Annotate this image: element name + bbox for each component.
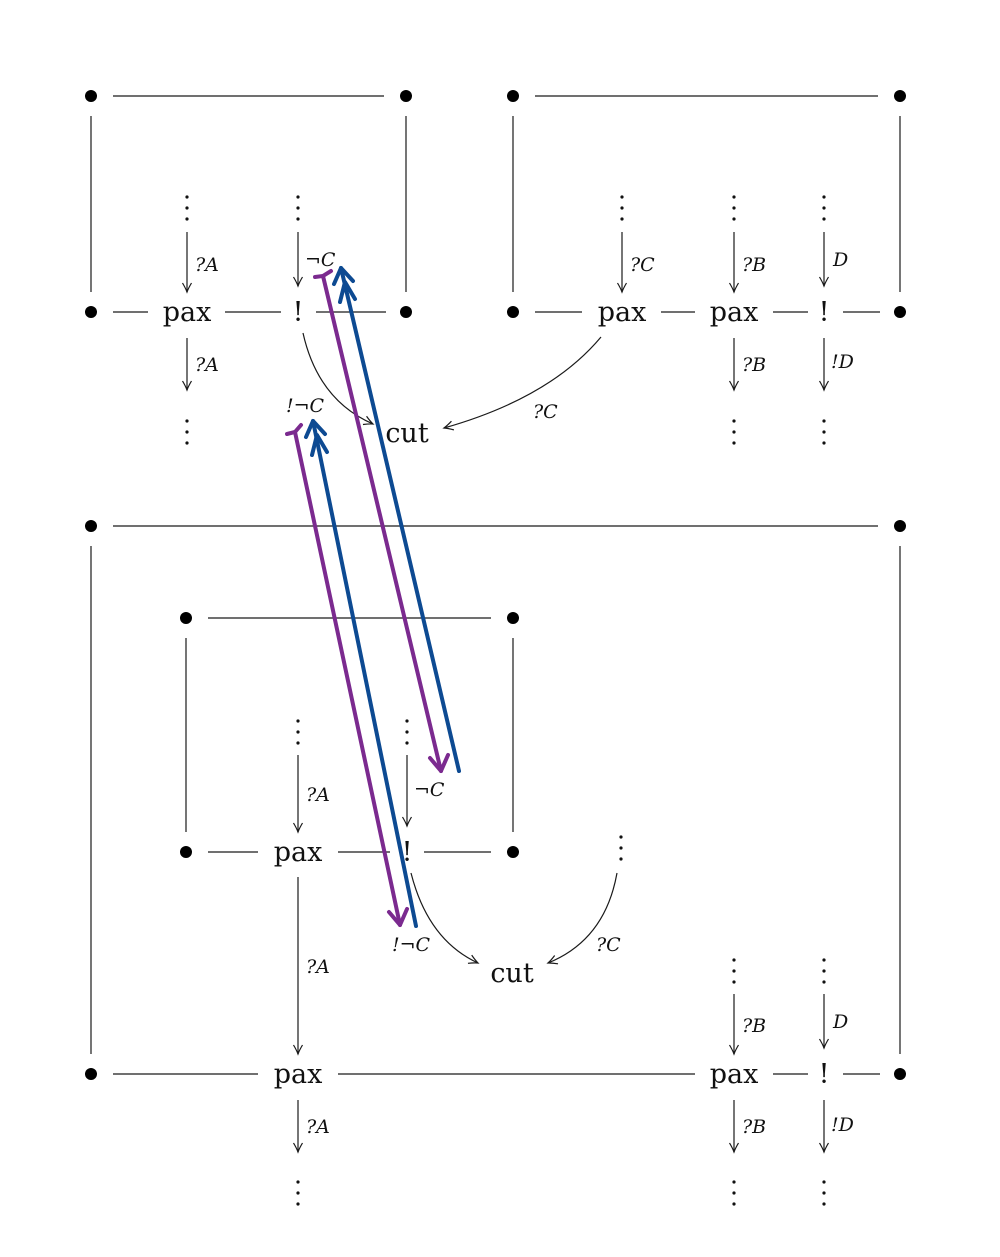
vdots bbox=[822, 958, 826, 984]
bang-node: ! bbox=[402, 837, 413, 868]
bang-node: ! bbox=[819, 1059, 830, 1090]
edge-label: ¬C bbox=[414, 779, 445, 801]
purple-arrow bbox=[285, 423, 409, 927]
edge-label: ?C bbox=[596, 934, 621, 956]
vdots bbox=[822, 419, 826, 445]
edge-label: ?A bbox=[306, 956, 330, 978]
vdots bbox=[822, 195, 826, 221]
vdots bbox=[732, 195, 736, 221]
corner-dot bbox=[85, 520, 97, 532]
edge-label: !¬C bbox=[392, 934, 431, 956]
edge-label: ?B bbox=[742, 254, 766, 276]
edge-label: ?B bbox=[742, 1015, 766, 1037]
edge-label: ¬C bbox=[305, 249, 336, 271]
corner-dot bbox=[85, 90, 97, 102]
purple-arrow bbox=[313, 269, 450, 773]
edge-label: ?C bbox=[630, 254, 655, 276]
cut-edge bbox=[410, 872, 480, 964]
pax-node: pax bbox=[274, 1059, 323, 1090]
correspondence-arrows bbox=[285, 266, 461, 928]
cut-bottom: cut !¬C ?C bbox=[392, 835, 623, 989]
bang-node: ! bbox=[293, 297, 304, 328]
vdots bbox=[296, 1180, 300, 1206]
vdots bbox=[405, 719, 409, 745]
vdots bbox=[296, 195, 300, 221]
corner-dot bbox=[894, 90, 906, 102]
pax-node: pax bbox=[710, 1059, 759, 1090]
edge-label: D bbox=[832, 249, 848, 271]
vdots bbox=[185, 195, 189, 221]
vdots bbox=[619, 835, 623, 861]
pax-node: pax bbox=[598, 297, 647, 328]
edge-label: ?A bbox=[195, 254, 219, 276]
vdots bbox=[732, 419, 736, 445]
corner-dot bbox=[894, 1068, 906, 1080]
edge-label: ?C bbox=[533, 401, 558, 423]
edge-label: ?A bbox=[195, 354, 219, 376]
edge-label: ?A bbox=[306, 1116, 330, 1138]
box-top-left: pax ! ?A ¬C ?A bbox=[85, 90, 412, 445]
edge-label: ?A bbox=[306, 784, 330, 806]
edge-label: !¬C bbox=[286, 395, 325, 417]
cut-edge bbox=[546, 872, 618, 965]
vdots bbox=[732, 1180, 736, 1206]
corner-dot bbox=[400, 90, 412, 102]
corner-dot bbox=[507, 90, 519, 102]
cut-edge bbox=[302, 332, 375, 426]
edge-label: ?B bbox=[742, 354, 766, 376]
cut-node: cut bbox=[490, 958, 534, 989]
pax-node: pax bbox=[163, 297, 212, 328]
box-top-right: pax pax ! ?C ?B D ?B !D bbox=[507, 90, 906, 445]
bang-node: ! bbox=[819, 297, 830, 328]
corner-dot bbox=[180, 846, 192, 858]
box-bottom-inner: pax ! ?A ¬C bbox=[180, 612, 519, 868]
cut-edge bbox=[442, 336, 602, 431]
edge-label: !D bbox=[831, 1114, 854, 1136]
cut-top: cut !¬C ?C bbox=[286, 332, 602, 449]
corner-dot bbox=[894, 306, 906, 318]
box-bottom-outer: pax pax ! ?A ?A ?B ?B D !D bbox=[85, 520, 906, 1206]
corner-dot bbox=[894, 520, 906, 532]
pax-node: pax bbox=[274, 837, 323, 868]
vdots bbox=[620, 195, 624, 221]
edge-label: !D bbox=[831, 351, 854, 373]
corner-dot bbox=[180, 612, 192, 624]
corner-dot bbox=[400, 306, 412, 318]
vdots bbox=[296, 719, 300, 745]
vdots bbox=[732, 958, 736, 984]
blue-arrow bbox=[304, 419, 418, 928]
edge-label: D bbox=[832, 1011, 848, 1033]
corner-dot bbox=[507, 306, 519, 318]
corner-dot bbox=[507, 612, 519, 624]
cut-node: cut bbox=[385, 418, 429, 449]
corner-dot bbox=[507, 846, 519, 858]
corner-dot bbox=[85, 306, 97, 318]
vdots bbox=[822, 1180, 826, 1206]
vdots bbox=[185, 419, 189, 445]
edge-label: ?B bbox=[742, 1116, 766, 1138]
pax-node: pax bbox=[710, 297, 759, 328]
blue-arrow bbox=[332, 266, 461, 773]
corner-dot bbox=[85, 1068, 97, 1080]
